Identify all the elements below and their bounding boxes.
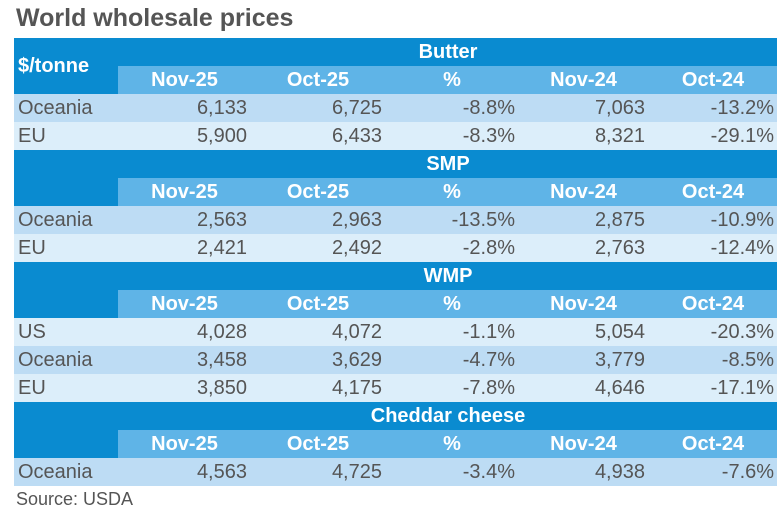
column-header: Oct-25 <box>250 290 385 318</box>
table-row: EU 3,850 4,175 -7.8% 4,646 -17.1% <box>14 374 778 402</box>
section-title: Butter <box>118 38 778 66</box>
blank-cell <box>14 150 118 206</box>
value-cell: -10.9% <box>648 206 778 234</box>
value-cell: 3,458 <box>118 346 250 374</box>
column-header-row: Nov-25 Oct-25% Nov-24 Oct-24 <box>14 178 778 206</box>
section-header: WMP <box>14 262 778 318</box>
value-cell: 4,938 <box>518 458 648 486</box>
section-title: SMP <box>118 150 778 178</box>
section-title: Cheddar cheese <box>118 402 778 430</box>
column-header: Nov-25 <box>118 178 250 206</box>
table-row: Oceania 2,563 2,963 -13.5% 2,875 -10.9% <box>14 206 778 234</box>
table-row: Oceania 3,458 3,629 -4.7% 3,779 -8.5% <box>14 346 778 374</box>
column-header: Oct-24 <box>648 290 778 318</box>
section-header: $/tonne Butter <box>14 38 778 94</box>
column-header: Oct-24 <box>648 66 778 94</box>
value-cell: 4,563 <box>118 458 250 486</box>
region-label: EU <box>14 234 118 262</box>
value-cell: 7,063 <box>518 94 648 122</box>
value-cell: 5,054 <box>518 318 648 346</box>
value-cell: 2,875 <box>518 206 648 234</box>
value-cell: -8.5% <box>648 346 778 374</box>
value-cell: 3,850 <box>118 374 250 402</box>
blank-cell <box>14 262 118 318</box>
value-cell: -20.3% <box>648 318 778 346</box>
blank-cell <box>14 402 118 458</box>
value-cell: 6,433 <box>250 122 385 150</box>
value-cell: 2,763 <box>518 234 648 262</box>
value-cell: -8.8% <box>385 94 518 122</box>
column-header: Oct-24 <box>648 178 778 206</box>
region-label: Oceania <box>14 346 118 374</box>
value-cell: 4,028 <box>118 318 250 346</box>
value-cell: -7.8% <box>385 374 518 402</box>
value-cell: 4,175 <box>250 374 385 402</box>
region-label: EU <box>14 122 118 150</box>
value-cell: -29.1% <box>648 122 778 150</box>
value-cell: 2,563 <box>118 206 250 234</box>
value-cell: -4.7% <box>385 346 518 374</box>
value-cell: 2,963 <box>250 206 385 234</box>
value-cell: 5,900 <box>118 122 250 150</box>
value-cell: -2.8% <box>385 234 518 262</box>
page-title: World wholesale prices <box>16 4 294 32</box>
value-cell: -13.2% <box>648 94 778 122</box>
value-cell: 4,725 <box>250 458 385 486</box>
section-header: SMP <box>14 150 778 206</box>
column-header: Oct-25 <box>250 66 385 94</box>
region-label: Oceania <box>14 94 118 122</box>
column-header: % <box>385 290 518 318</box>
column-header: Nov-25 <box>118 290 250 318</box>
source-note: Source: USDA <box>16 489 134 509</box>
column-header: Nov-24 <box>518 430 648 458</box>
value-cell: -12.4% <box>648 234 778 262</box>
value-cell: -3.4% <box>385 458 518 486</box>
section-header: Cheddar cheese <box>14 402 778 458</box>
table-row: EU 2,421 2,492 -2.8% 2,763 -12.4% <box>14 234 778 262</box>
value-cell: 2,492 <box>250 234 385 262</box>
table-row: Oceania 4,563 4,725 -3.4% 4,938 -7.6% <box>14 458 778 486</box>
value-cell: 4,646 <box>518 374 648 402</box>
region-label: US <box>14 318 118 346</box>
value-cell: 2,421 <box>118 234 250 262</box>
region-label: EU <box>14 374 118 402</box>
unit-label: $/tonne <box>14 38 118 94</box>
table-row: EU 5,900 6,433 -8.3% 8,321 -29.1% <box>14 122 778 150</box>
value-cell: 4,072 <box>250 318 385 346</box>
value-cell: -13.5% <box>385 206 518 234</box>
value-cell: 3,779 <box>518 346 648 374</box>
column-header: % <box>385 66 518 94</box>
value-cell: 8,321 <box>518 122 648 150</box>
table-row: Oceania 6,133 6,725 -8.8% 7,063 -13.2% <box>14 94 778 122</box>
column-header-row: Nov-25 Oct-25% Nov-24 Oct-24 <box>14 66 778 94</box>
value-cell: 3,629 <box>250 346 385 374</box>
value-cell: -7.6% <box>648 458 778 486</box>
column-header: Oct-24 <box>648 430 778 458</box>
column-header: Nov-24 <box>518 178 648 206</box>
column-header-row: Nov-25 Oct-25% Nov-24 Oct-24 <box>14 290 778 318</box>
column-header: % <box>385 178 518 206</box>
column-header: % <box>385 430 518 458</box>
column-header: Nov-25 <box>118 430 250 458</box>
value-cell: -8.3% <box>385 122 518 150</box>
table-row: US 4,028 4,072 -1.1% 5,054 -20.3% <box>14 318 778 346</box>
value-cell: 6,725 <box>250 94 385 122</box>
column-header-row: Nov-25 Oct-25% Nov-24 Oct-24 <box>14 430 778 458</box>
value-cell: -17.1% <box>648 374 778 402</box>
value-cell: -1.1% <box>385 318 518 346</box>
column-header: Oct-25 <box>250 430 385 458</box>
region-label: Oceania <box>14 206 118 234</box>
column-header: Nov-24 <box>518 290 648 318</box>
section-title: WMP <box>118 262 778 290</box>
column-header: Nov-25 <box>118 66 250 94</box>
region-label: Oceania <box>14 458 118 486</box>
column-header: Oct-25 <box>250 178 385 206</box>
value-cell: 6,133 <box>118 94 250 122</box>
column-header: Nov-24 <box>518 66 648 94</box>
prices-table: $/tonne Butter Nov-25 Oct-25% Nov-24 Oct-24 Oc… <box>14 38 778 486</box>
